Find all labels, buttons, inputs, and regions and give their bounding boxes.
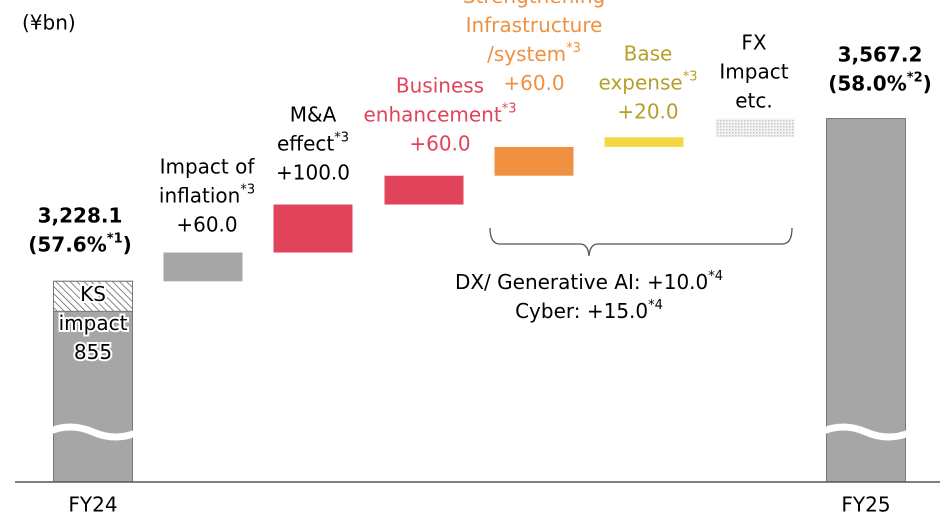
axis-break [819,423,913,441]
label-part: DX/ Generative AI: +10.0 [455,270,708,294]
bar-label: Business [396,73,484,97]
label-part: Infrastructure [466,12,603,36]
bracket-annotation: DX/ Generative AI: +10.0*4 [455,269,723,294]
label-part: (57.6% [28,232,107,256]
ks-annotation: 855 [74,340,112,364]
superscript: *3 [683,69,698,84]
bar-label: Impact of [160,154,256,178]
bar-label: FX [741,30,767,54]
value-label: +60.0 [503,70,564,94]
superscript: *2 [907,70,923,85]
bar-label: Impact [719,59,788,83]
label-part: +60.0 [176,212,237,236]
bar-label: Base [624,41,673,65]
label-part: 3,567.2 [838,42,923,66]
bracket [489,227,793,257]
bar [826,118,906,483]
superscript: *3 [240,182,255,197]
value-label: +60.0 [176,212,237,236]
bar [163,252,243,282]
label-part: M&A [290,102,337,126]
label-part: etc. [735,88,773,112]
bar-label: expense*3 [599,69,698,94]
ks-annotation: impact [59,311,128,335]
label-part: ) [123,232,132,256]
share-label: (57.6%*1) [28,231,132,256]
superscript: *4 [708,269,723,284]
label-part: +100.0 [276,160,350,184]
label-part: +60.0 [503,70,564,94]
bar [715,118,795,138]
bracket-annotation: Cyber: +15.0*4 [515,298,663,323]
superscript: *4 [648,298,663,313]
bar [384,175,464,205]
bar [494,146,574,176]
label-part: Business [396,73,484,97]
bar-label: Strengthening [463,0,605,7]
bar [604,137,684,147]
bar-label: Infrastructure [466,12,603,36]
label-part: enhancement [364,102,502,126]
value-label: +20.0 [617,99,678,123]
bar-label: etc. [735,88,773,112]
bar-label: inflation*3 [159,182,255,207]
superscript: *3 [334,130,349,145]
bar-label: /system*3 [487,40,581,65]
label-part: Impact [719,59,788,83]
value-label: 3,228.1 [38,203,123,227]
label-part: +20.0 [617,99,678,123]
value-label: +60.0 [409,131,470,155]
bar [273,204,353,253]
label-part: (58.0% [828,71,907,95]
axis-break [46,423,140,441]
label-part: /system [487,41,566,65]
label-part: FX [741,30,767,54]
bar-label: effect*3 [277,130,349,155]
label-part: effect [277,131,334,155]
bar [53,280,133,483]
value-label: +100.0 [276,160,350,184]
superscript: *1 [107,231,123,246]
bar-label: enhancement*3 [364,101,517,126]
ks-annotation: KS [80,282,106,306]
label-part: Strengthening [463,0,605,7]
label-part: Base [624,41,673,65]
superscript: *3 [502,101,517,116]
value-label: 3,567.2 [838,42,923,66]
label-part: inflation [159,183,240,207]
x-tick-label: FY25 [841,493,890,517]
ks-hatch [53,280,133,312]
label-part: +60.0 [409,131,470,155]
bar-label: M&A [290,102,337,126]
label-part: expense [599,70,683,94]
label-part: Cyber: +15.0 [515,299,648,323]
label-part: 3,228.1 [38,203,123,227]
superscript: *3 [566,40,581,55]
label-part: ) [923,71,932,95]
label-part: Impact of [160,154,256,178]
share-label: (58.0%*2) [828,70,932,95]
unit-label: (¥bn) [22,11,76,35]
x-tick-label: FY24 [68,493,117,517]
